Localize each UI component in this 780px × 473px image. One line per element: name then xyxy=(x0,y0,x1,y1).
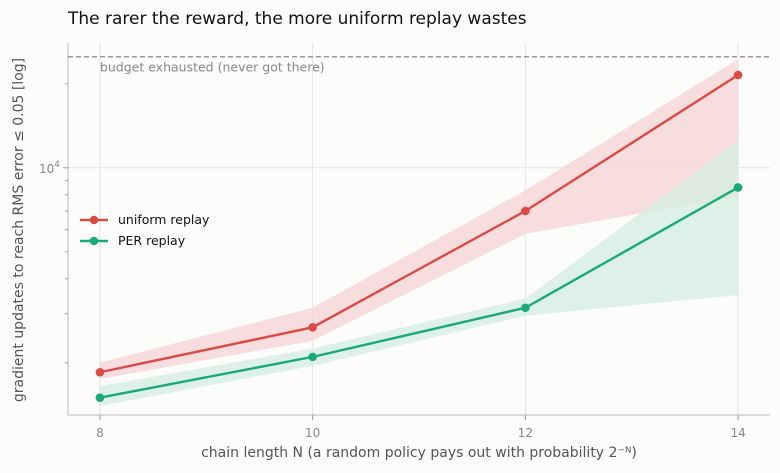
series-point-1 xyxy=(733,183,743,192)
series-line-0 xyxy=(99,73,739,374)
x-tick-label: 8 xyxy=(96,426,104,440)
legend-label-per: PER replay xyxy=(118,233,186,248)
budget-label: budget exhausted (never got there) xyxy=(100,60,325,75)
series-point-1 xyxy=(308,352,317,362)
y-axis-label: gradient updates to reach RMS error ≤ 0.… xyxy=(11,57,27,403)
legend-label-uniform: uniform replay xyxy=(118,212,210,227)
x-tick-label: 14 xyxy=(730,426,745,440)
legend-item-uniform: uniform replay xyxy=(80,209,209,230)
series-line-1 xyxy=(99,186,739,399)
x-axis-label: chain length N (a random policy pays out… xyxy=(201,445,637,461)
series-band-1 xyxy=(99,140,739,407)
series-point-1 xyxy=(521,303,530,313)
x-tick-label: 10 xyxy=(305,426,320,440)
legend: uniform replay PER replay xyxy=(80,209,209,251)
series-point-1 xyxy=(95,393,105,402)
y-tick-label: 104 xyxy=(39,160,60,176)
series-band-0 xyxy=(99,59,739,379)
legend-item-per: PER replay xyxy=(80,230,209,251)
series-point-0 xyxy=(95,367,105,377)
series-point-0 xyxy=(521,206,530,216)
series-point-0 xyxy=(733,70,743,80)
x-tick-label: 12 xyxy=(518,426,533,440)
legend-marker-uniform xyxy=(80,215,108,224)
legend-marker-per xyxy=(80,236,108,245)
series-point-0 xyxy=(308,323,317,332)
chart-title: The rarer the reward, the more uniform r… xyxy=(68,9,527,29)
